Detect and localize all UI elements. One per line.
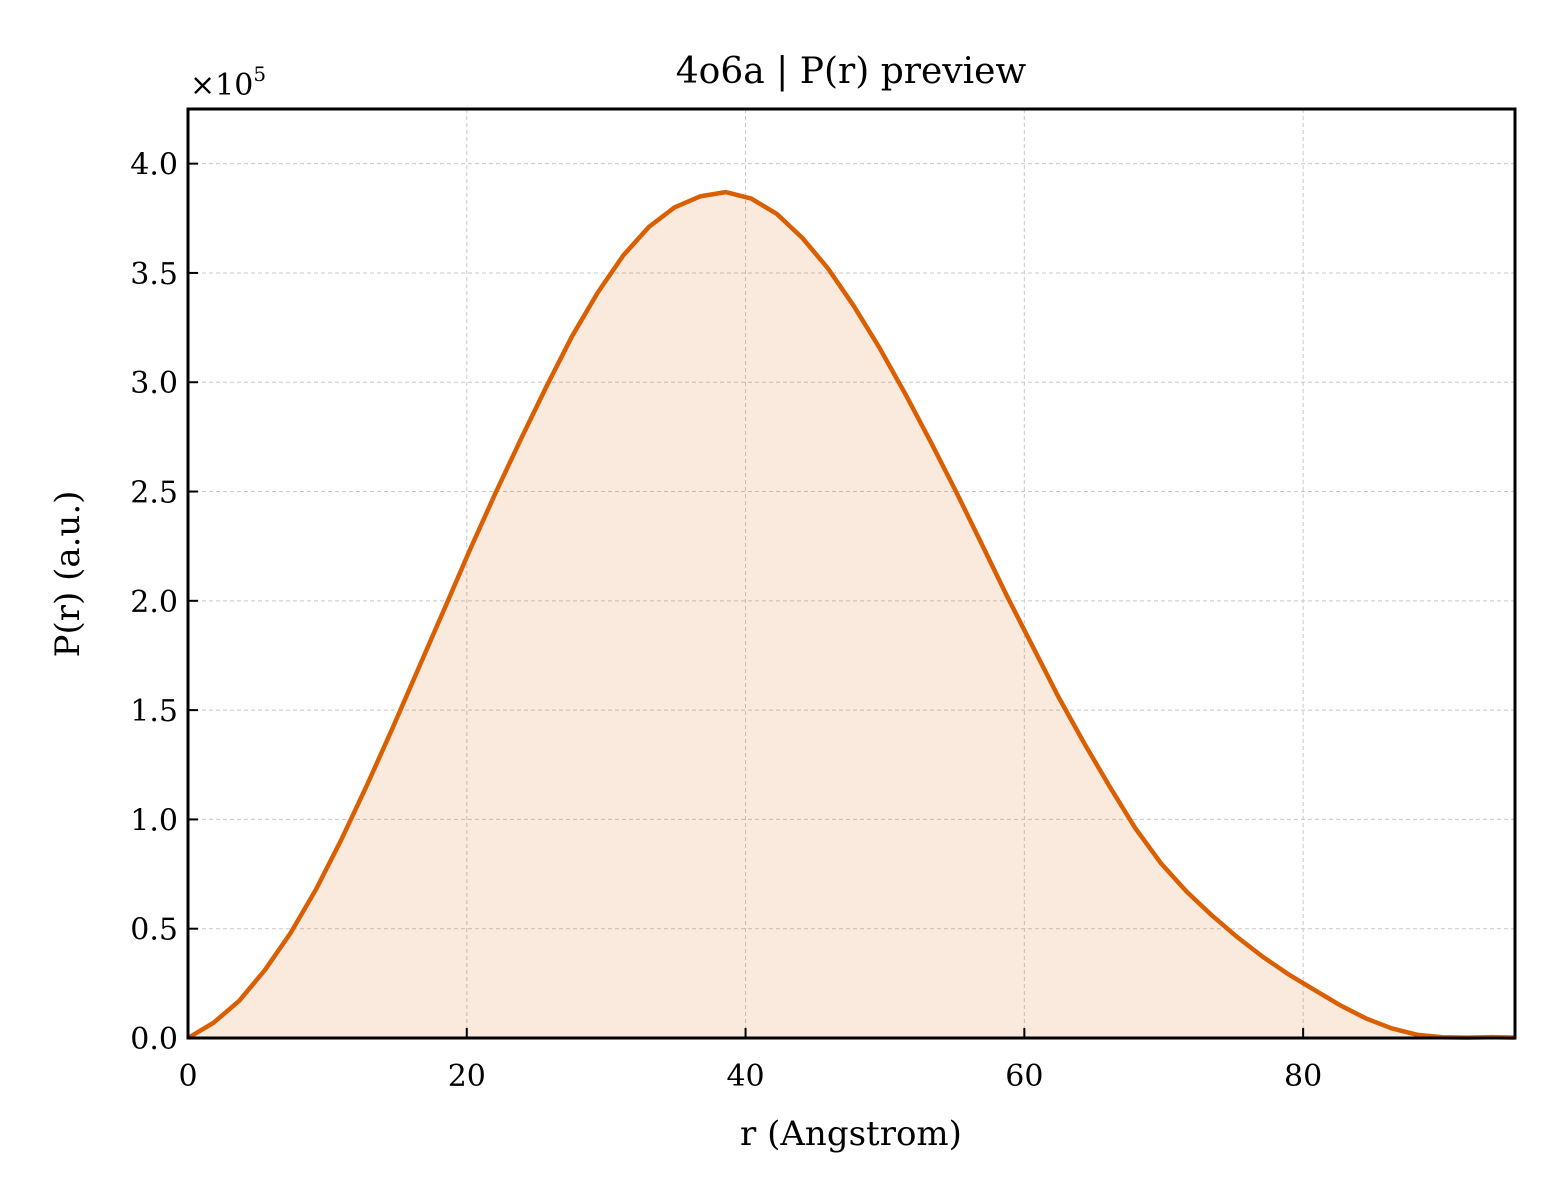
y-tick-label: 3.5 <box>130 257 178 292</box>
y-axis-label: P(r) (a.u.) <box>48 491 88 658</box>
y-tick-label: 1.5 <box>130 694 178 729</box>
y-tick-label: 2.0 <box>130 585 178 620</box>
plot-frame <box>186 107 1517 1040</box>
chart-title: 4o6a | P(r) preview <box>676 51 1027 92</box>
y-tick-label: 3.0 <box>130 366 178 401</box>
x-tick-label: 80 <box>1284 1059 1322 1094</box>
y-tick-label: 4.0 <box>130 148 178 183</box>
x-tick-label: 20 <box>448 1059 486 1094</box>
axis-ticks <box>187 162 1305 1039</box>
x-tick-label: 60 <box>1005 1059 1043 1094</box>
area-fill <box>188 192 1515 1039</box>
y-axis-multiplier-base: ×10 <box>190 68 253 103</box>
y-axis-multiplier: ×105 <box>190 62 266 103</box>
y-tick-label: 0.5 <box>130 913 178 948</box>
y-tick-label: 2.5 <box>130 476 178 511</box>
y-axis-multiplier-exponent: 5 <box>253 62 266 86</box>
grid-lines <box>188 109 1515 1038</box>
x-axis-label: r (Angstrom) <box>740 1114 962 1154</box>
x-tick-label: 40 <box>726 1059 764 1094</box>
y-tick-label: 1.0 <box>130 803 178 838</box>
x-tick-label: 0 <box>178 1059 197 1094</box>
y-tick-label: 0.0 <box>130 1022 178 1057</box>
